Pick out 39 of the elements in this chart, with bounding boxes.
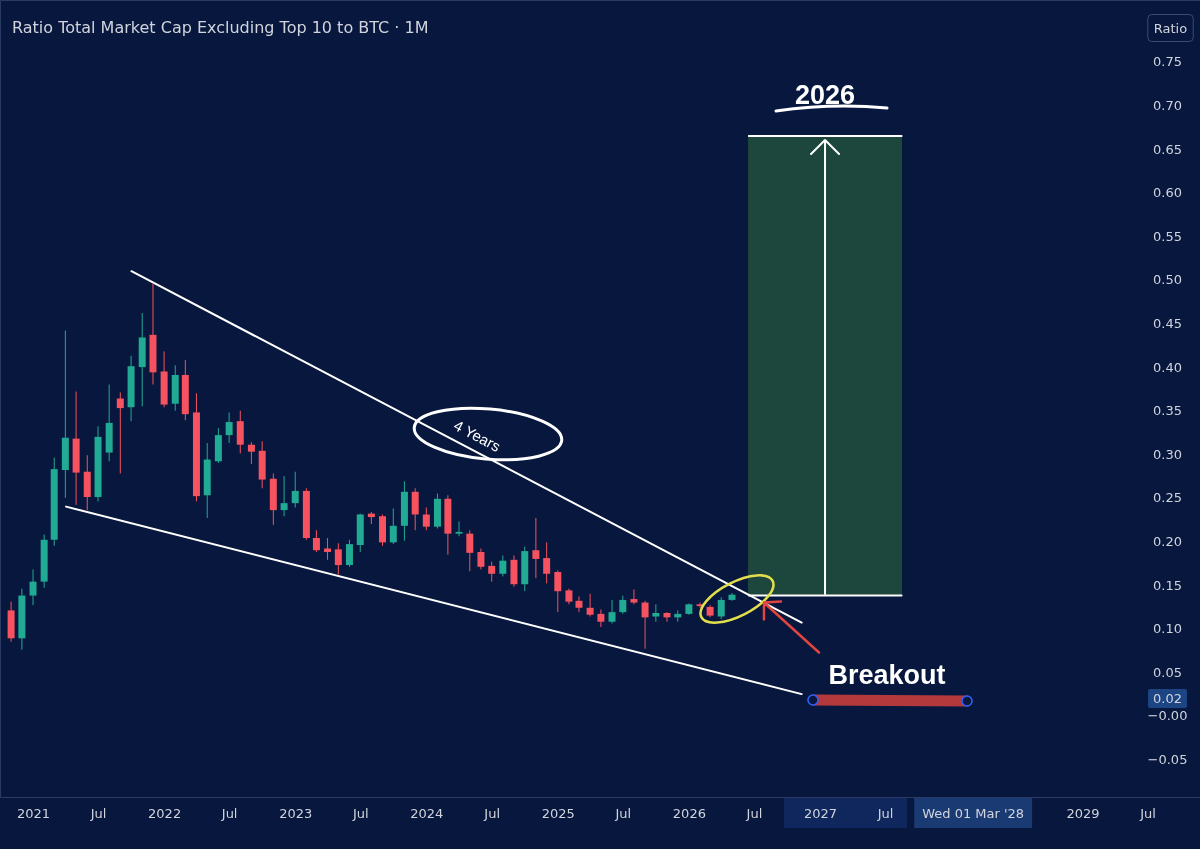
- y-tick-label: 0.30: [1153, 446, 1182, 462]
- y-tick-label: 0.15: [1153, 577, 1182, 593]
- x-tick-label: 2023: [279, 805, 313, 821]
- x-tick-label: Jul: [220, 805, 238, 821]
- y-tick-label: −0.00: [1147, 708, 1188, 724]
- x-tick-label: Jul: [483, 805, 501, 821]
- x-tick-label: Jul: [876, 805, 894, 821]
- y-tick-label: 0.10: [1153, 621, 1182, 637]
- y-tick-label: 0.05: [1153, 664, 1182, 680]
- x-tick-label: 2027: [803, 805, 838, 821]
- y-tick-label: 0.02: [1153, 690, 1182, 706]
- x-tick-label: 2021: [16, 805, 51, 821]
- x-tick-label: 2025: [541, 805, 575, 821]
- x-tick-label: Jul: [351, 805, 369, 821]
- y-tick-label: 0.35: [1153, 403, 1182, 419]
- x-tick-label: 2022: [148, 805, 182, 821]
- x-tick-label: Jul: [614, 805, 632, 821]
- annotation: Breakout: [828, 659, 946, 690]
- x-tick-label: Jul: [745, 805, 763, 821]
- y-tick-label: 0.50: [1153, 272, 1182, 288]
- y-tick-label: 0.55: [1153, 228, 1182, 244]
- text: Ratio Total Market Cap Excluding Top 10 to BTC · 1M: [12, 18, 429, 37]
- y-tick-label: 0.45: [1153, 316, 1182, 332]
- x-tick-label: Jul: [1139, 805, 1156, 821]
- x-tick-label: 2026: [672, 805, 706, 821]
- x-tick-label: Jul: [89, 805, 107, 821]
- y-tick-label: 0.70: [1153, 98, 1182, 114]
- x-tick-label: Wed 01 Mar '28: [922, 805, 1025, 821]
- y-tick-label: 0.65: [1153, 141, 1182, 157]
- y-tick-label: 0.20: [1153, 534, 1182, 550]
- y-axis-title: Ratio: [1153, 20, 1188, 36]
- x-tick-label: 2024: [410, 805, 444, 821]
- annotation: 2026: [794, 80, 856, 111]
- x-tick-label: 2029: [1066, 805, 1100, 821]
- y-tick-label: 0.75: [1153, 54, 1182, 70]
- y-tick-label: 0.40: [1153, 359, 1182, 375]
- y-tick-label: 0.60: [1153, 185, 1182, 201]
- y-tick-label: 0.25: [1153, 490, 1182, 506]
- y-tick-label: −0.05: [1147, 752, 1188, 767]
